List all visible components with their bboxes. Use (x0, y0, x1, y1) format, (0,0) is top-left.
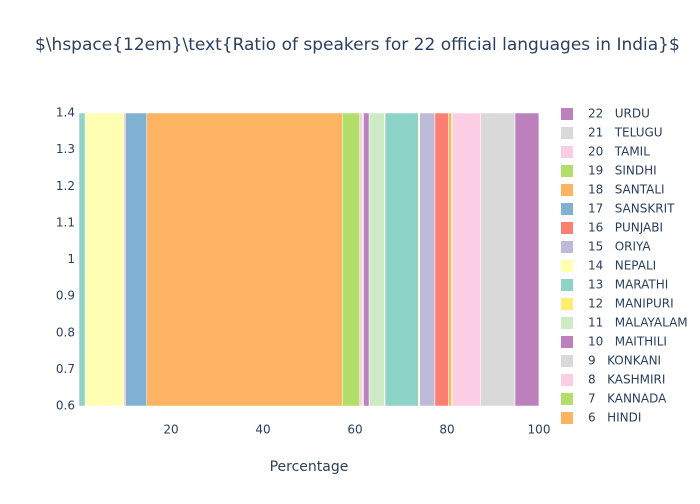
bar-segment (359, 112, 363, 407)
bar-segment (78, 112, 86, 407)
legend-label[interactable]: 14 NEPALI (588, 259, 656, 273)
bar-segment (452, 112, 482, 407)
legend-label[interactable]: 15 ORIYA (588, 240, 651, 254)
y-tick-label: 0.8 (56, 325, 75, 339)
legend-swatch[interactable] (561, 108, 573, 120)
plot-area (78, 112, 540, 407)
legend-label[interactable]: 9 KONKANI (588, 354, 661, 368)
bar-segment (419, 112, 436, 407)
x-tick-label: 60 (347, 423, 362, 437)
legend-label[interactable]: 16 PUNJABI (588, 221, 663, 235)
legend-label[interactable]: 18 SANTALI (588, 183, 665, 197)
legend-label[interactable]: 6 HINDI (588, 411, 641, 425)
y-tick-label: 1 (67, 252, 75, 266)
y-tick-label: 0.6 (56, 399, 75, 413)
legend-swatch[interactable] (561, 317, 573, 329)
legend-swatch[interactable] (561, 184, 573, 196)
legend-label[interactable]: 19 SINDHI (588, 164, 657, 178)
legend-swatch[interactable] (561, 222, 573, 234)
x-tick-label: 40 (255, 423, 270, 437)
legend-label[interactable]: 4 DOGRI (588, 449, 647, 463)
legend-label[interactable]: 20 TAMIL (588, 145, 650, 159)
x-tick-label: 100 (528, 423, 551, 437)
bar-segment (434, 112, 449, 407)
x-tick-label: 80 (439, 423, 454, 437)
legend-label[interactable]: 8 KASHMIRI (588, 373, 665, 387)
legend-swatch[interactable] (561, 374, 573, 386)
legend-swatch[interactable] (561, 127, 573, 139)
bar-segment (341, 112, 361, 407)
legend-label[interactable]: 10 MAITHILI (588, 335, 667, 349)
x-axis-label: Percentage (270, 459, 349, 475)
y-tick-label: 1.3 (56, 142, 75, 156)
legend[interactable]: 22 URDU 21 TELUGU 20 TAMIL 19 SINDHI 18 SANT… (561, 107, 688, 501)
legend-swatch[interactable] (561, 412, 573, 424)
legend-swatch[interactable] (561, 260, 573, 272)
bar-segment (368, 112, 385, 407)
y-tick-label: 1.1 (56, 215, 75, 229)
legend-label[interactable]: 12 MANIPURI (588, 297, 674, 311)
bar-segment (480, 112, 516, 407)
legend-swatch[interactable] (561, 298, 573, 310)
bar-segment (363, 112, 370, 407)
chart-title: $\hspace{12em}\text{Ratio of speakers fo… (35, 35, 680, 55)
legend-swatch[interactable] (561, 450, 573, 462)
legend-label[interactable]: 17 SANSKRIT (588, 202, 675, 216)
legend-swatch[interactable] (561, 165, 573, 177)
legend-swatch[interactable] (561, 241, 573, 253)
legend-swatch[interactable] (561, 279, 573, 291)
legend-swatch[interactable] (561, 488, 573, 500)
bar-segment (84, 112, 125, 407)
y-tick-label: 0.9 (56, 289, 75, 303)
legend-swatch[interactable] (561, 393, 573, 405)
y-tick-label: 0.7 (56, 362, 75, 376)
x-tick-label: 20 (163, 423, 178, 437)
legend-swatch[interactable] (561, 431, 573, 443)
legend-label[interactable]: 2 BENGALI (588, 487, 660, 501)
legend-swatch[interactable] (561, 203, 573, 215)
legend-label[interactable]: 21 TELUGU (588, 126, 663, 140)
legend-label[interactable]: 22 URDU (588, 107, 650, 121)
legend-swatch[interactable] (561, 336, 573, 348)
bar-segment (384, 112, 419, 407)
legend-label[interactable]: 11 MALAYALAM (588, 316, 688, 330)
legend-swatch[interactable] (561, 469, 573, 481)
legend-swatch[interactable] (561, 146, 573, 158)
legend-label[interactable]: 3 BODO (588, 468, 643, 482)
legend-label[interactable]: 5 GUJARATI (588, 430, 663, 444)
bar-segment (514, 112, 540, 407)
legend-label[interactable]: 13 MARATHI (588, 278, 668, 292)
bar-segment (146, 112, 343, 407)
y-tick-label: 1.4 (56, 106, 75, 120)
bar-segment (448, 112, 452, 407)
legend-swatch[interactable] (561, 355, 573, 367)
y-tick-label: 1.2 (56, 179, 75, 193)
legend-label[interactable]: 7 KANNADA (588, 392, 667, 406)
bar-segment (125, 112, 148, 407)
